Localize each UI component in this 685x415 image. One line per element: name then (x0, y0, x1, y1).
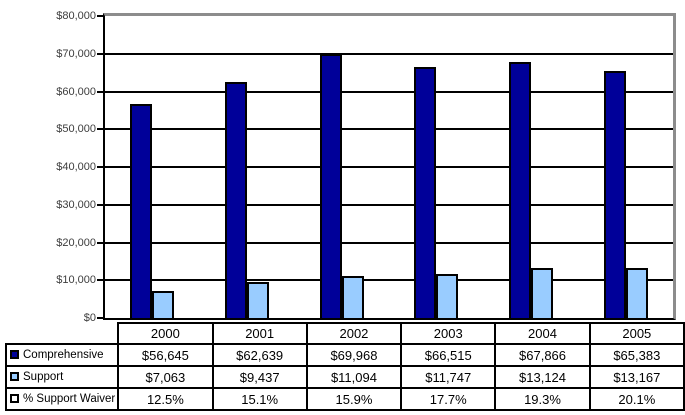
y-axis-tick-label: $0 (83, 312, 96, 324)
legend-cell: Comprehensive (4, 343, 120, 367)
table-row: % Support Waiver 12.5% 15.1% 15.9% 17.7% 19.3… (4, 387, 685, 411)
value-cell-2003: $66,515 (400, 343, 497, 367)
legend-cell: % Support Waiver (4, 387, 120, 411)
y-axis-tick-mark (97, 203, 104, 206)
gridline (105, 52, 673, 55)
bar-comprehensive-2000 (130, 104, 152, 318)
legend-swatch--support-waiver (10, 394, 19, 403)
year-cell-2001: 2001 (211, 322, 308, 345)
legend-cell: Support (4, 365, 120, 389)
bar-support-2001 (247, 282, 269, 318)
y-axis-tick-mark (97, 52, 104, 55)
gridline (105, 241, 673, 244)
y-axis-tick-mark (97, 128, 104, 131)
y-axis-tick-label: $70,000 (56, 47, 96, 60)
value-cell-2003: 17.7% (400, 387, 497, 411)
year-cell-2005: 2005 (588, 322, 685, 345)
legend-label: % Support Waiver (23, 393, 116, 405)
y-axis-tick-mark (97, 317, 104, 319)
y-axis-tick-label: $40,000 (56, 161, 96, 173)
data-table: 2000 2001 2002 2003 2004 2005 Comprehensive $56… (4, 322, 685, 411)
y-axis-tick-mark (97, 241, 104, 244)
year-cell-2000: 2000 (117, 322, 214, 345)
table-corner-blank (6, 323, 118, 344)
y-axis-tick-mark (97, 15, 104, 17)
year-header-row: 2000 2001 2002 2003 2004 2005 (6, 322, 685, 345)
value-cell-2000: 12.5% (117, 387, 214, 411)
bar-comprehensive-2003 (414, 67, 436, 318)
value-cell-2000: $56,645 (117, 343, 214, 367)
gridline (105, 166, 673, 168)
value-cell-2000: $7,063 (117, 365, 214, 389)
bar-comprehensive-2002 (320, 54, 342, 318)
bar-comprehensive-2001 (225, 82, 247, 318)
year-cell-2003: 2003 (400, 322, 497, 345)
legend-label: Support (23, 371, 64, 383)
year-cell-2002: 2002 (305, 322, 403, 345)
y-axis-tick-label: $20,000 (56, 236, 96, 249)
value-cell-2002: $11,094 (305, 365, 403, 389)
y-axis-tick-label: $10,000 (56, 274, 96, 287)
value-cell-2004: $13,124 (494, 365, 591, 389)
year-cell-2004: 2004 (494, 322, 591, 345)
bar-support-2005 (626, 268, 648, 318)
gridline (105, 279, 673, 282)
value-cell-2002: 15.9% (305, 387, 403, 411)
y-axis-tick-mark (97, 166, 104, 168)
plot-area (103, 13, 676, 320)
legend-swatch-support (10, 372, 19, 381)
plot-inner (105, 16, 673, 318)
value-cell-2002: $69,968 (305, 343, 403, 367)
bar-support-2004 (531, 268, 553, 318)
legend-swatch-comprehensive (10, 350, 19, 359)
bar-support-2002 (342, 276, 364, 318)
y-axis-tick-mark (97, 279, 104, 282)
value-cell-2004: $67,866 (494, 343, 591, 367)
y-axis-tick-label: $30,000 (56, 198, 96, 211)
y-axis-tick-label: $50,000 (56, 123, 96, 136)
value-cell-2001: $9,437 (211, 365, 308, 389)
bar-support-2000 (152, 291, 174, 318)
value-cell-2003: $11,747 (400, 365, 497, 389)
bar-support-2003 (436, 274, 458, 318)
value-cell-2005: $13,167 (588, 365, 685, 389)
bar-comprehensive-2004 (509, 62, 531, 318)
gridline (105, 203, 673, 206)
gridline (105, 128, 673, 131)
value-cell-2005: $65,383 (588, 343, 685, 367)
value-cell-2004: 19.3% (494, 387, 591, 411)
bar-comprehensive-2005 (604, 71, 626, 318)
y-axis-tick-mark (97, 90, 104, 93)
y-axis-tick-label: $80,000 (56, 10, 96, 22)
y-axis-tick-label: $60,000 (56, 85, 96, 98)
value-cell-2001: $62,639 (211, 343, 308, 367)
table-row: Comprehensive $56,645 $62,639 $69,968 $66,51… (4, 343, 685, 367)
gridline (105, 90, 673, 93)
value-cell-2005: 20.1% (588, 387, 685, 411)
legend-label: Comprehensive (23, 349, 104, 361)
value-cell-2001: 15.1% (211, 387, 308, 411)
table-row: Support $7,063 $9,437 $11,094 $11,747 $13,124… (4, 365, 685, 389)
